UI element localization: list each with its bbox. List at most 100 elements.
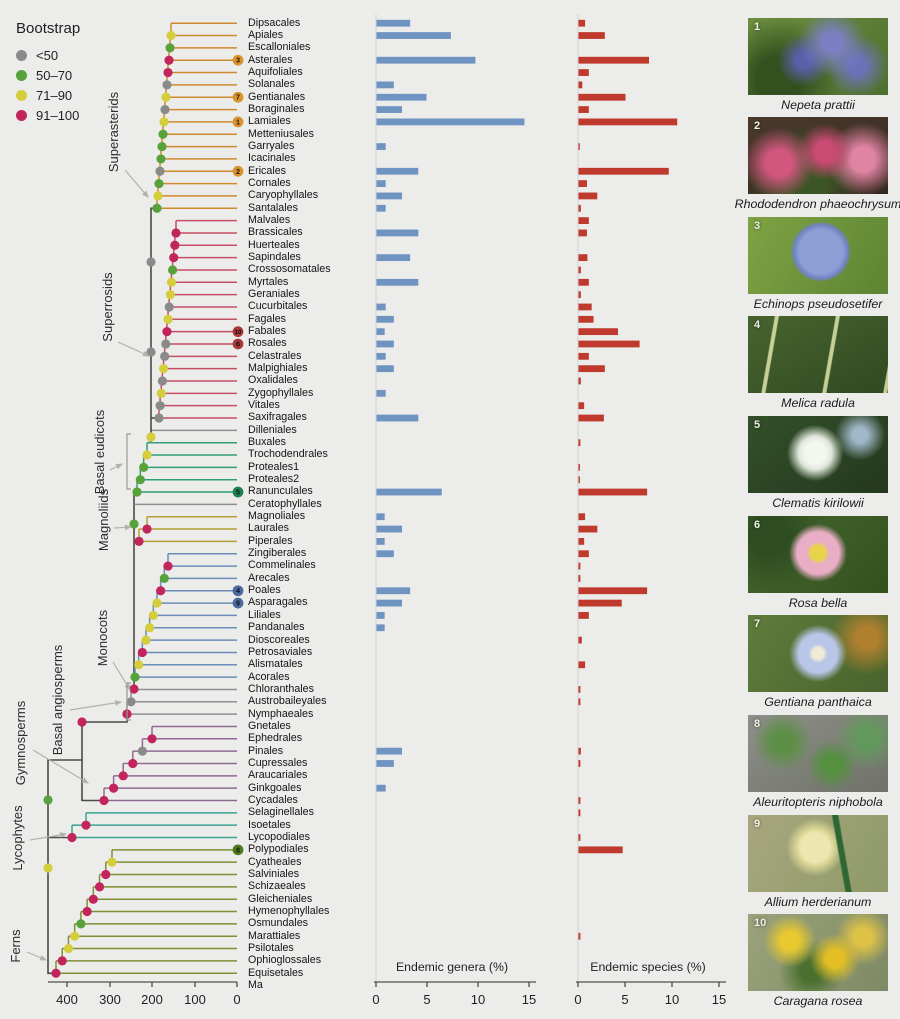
genera-bar-Cucurbitales xyxy=(376,303,386,311)
taxon-label: Oxalidales xyxy=(248,374,298,387)
species-bar-Lamiales xyxy=(578,118,678,126)
species-bar-Lycopodiales xyxy=(578,834,581,841)
bootstrap-node-dot xyxy=(156,154,166,164)
species-bar-Commelinales xyxy=(578,562,581,570)
photo-caption: Rosa bella xyxy=(788,595,848,610)
clade-pointer-arrow xyxy=(113,524,133,531)
species-axis-tick-label: 0 xyxy=(574,992,581,1007)
bootstrap-node-dot xyxy=(43,863,53,873)
clade-label: Lycophytes xyxy=(10,805,25,871)
tree-axis-tick-label: 0 xyxy=(233,992,240,1007)
bootstrap-node-dot xyxy=(157,141,167,152)
taxon-label: Liliales xyxy=(248,608,281,621)
photo-ref-number: 4 xyxy=(236,586,240,595)
bootstrap-node-dot xyxy=(51,968,61,978)
species-bar-Sapindales xyxy=(578,254,588,262)
bootstrap-node-dot xyxy=(94,882,105,892)
bootstrap-node-dot xyxy=(137,746,147,756)
backbone-branch xyxy=(47,759,82,975)
photo-number-badge: 3 xyxy=(754,219,761,232)
species-bar-Magnoliales xyxy=(578,513,586,521)
genera-bar-Brassicales xyxy=(376,229,419,237)
genera-bar-Zygophyllales xyxy=(376,389,386,397)
taxon-label: Gleicheniales xyxy=(248,892,313,905)
legend-item: 91–100 xyxy=(16,105,80,125)
taxon-label: Pandanales xyxy=(248,621,305,634)
clade-label: Basal eudicots xyxy=(92,409,107,494)
bootstrap-node-dot xyxy=(132,487,142,497)
species-bar-Crossosomatales xyxy=(578,266,581,274)
taxon-label: Fagales xyxy=(248,312,287,325)
taxon-label: Celastrales xyxy=(248,349,302,362)
photo-ref-marker xyxy=(232,338,244,350)
photo-allium-herderianum: 9 xyxy=(748,814,888,892)
taxon-label: Ranunculales xyxy=(248,485,313,498)
bootstrap-node-dot xyxy=(57,956,67,966)
photo-ref-marker xyxy=(232,585,244,597)
photo-caption: Gentiana panthaica xyxy=(764,695,872,710)
clade-label: Gymnosperms xyxy=(13,700,28,785)
genera-axis-tick-label: 10 xyxy=(471,992,485,1007)
taxon-label: Proteales2 xyxy=(248,473,300,486)
bootstrap-node-dot xyxy=(162,80,172,90)
legend-item-label: <50 xyxy=(36,47,59,63)
taxon-label: Proteales1 xyxy=(248,460,300,473)
photo-number-badge: 9 xyxy=(754,817,761,830)
bootstrap-node-dot xyxy=(134,536,144,546)
tree-axis-tick-label: 300 xyxy=(99,992,121,1007)
taxon-label: Pinales xyxy=(248,744,284,757)
photo-number-badge: 7 xyxy=(754,618,761,631)
taxon-label: Aquifoliales xyxy=(248,65,303,78)
taxon-label: Rosales xyxy=(248,337,287,350)
photo-ref-marker xyxy=(232,486,244,498)
taxon-label: Zingiberales xyxy=(248,547,307,560)
bootstrap-node-dot xyxy=(128,758,138,769)
taxon-label: Asparagales xyxy=(248,596,308,609)
taxon-label: Sapindales xyxy=(248,251,301,264)
genera-bar-Celastrales xyxy=(376,352,386,360)
genera-bar-Solanales xyxy=(376,81,394,89)
bootstrap-node-dot xyxy=(165,290,175,300)
taxon-label: Cornales xyxy=(248,176,291,189)
legend-dot-icon xyxy=(16,89,27,101)
taxon-label: Metteniusales xyxy=(248,127,314,140)
taxon-label: Gnetales xyxy=(248,719,291,732)
bootstrap-node-dot xyxy=(154,178,164,189)
bootstrap-node-dot xyxy=(153,191,163,201)
taxon-label: Equisetales xyxy=(248,966,304,979)
bootstrap-node-dot xyxy=(135,475,145,485)
bootstrap-node-dot xyxy=(43,795,53,805)
genera-bar-Pinales xyxy=(376,747,402,755)
species-bar-Saxifragales xyxy=(578,414,604,422)
taxon-label: Ginkgoales xyxy=(248,781,302,794)
photo-echinops-pseudosetifer: 3 xyxy=(748,216,888,294)
species-bar-Oxalidales xyxy=(578,377,581,385)
taxon-label: Boraginales xyxy=(248,102,305,115)
bootstrap-node-dot xyxy=(166,30,176,41)
species-bar-Caryophyllales xyxy=(578,192,598,200)
bootstrap-node-dot xyxy=(159,117,169,127)
taxon-label: Trochodendrales xyxy=(248,448,328,461)
genera-bar-Sapindales xyxy=(376,254,411,262)
bootstrap-node-dot xyxy=(158,364,169,374)
photo-ref-number: 1 xyxy=(236,117,240,126)
bootstrap-node-dot xyxy=(165,43,175,53)
clade-label: Superrosids xyxy=(100,272,115,342)
legend-item: <50 xyxy=(16,45,80,65)
genera-bar-Laurales xyxy=(376,525,402,533)
bootstrap-node-dot xyxy=(130,672,140,682)
taxon-label: Polypodiales xyxy=(248,843,309,856)
species-bar-Cupressales xyxy=(578,760,581,767)
species-bar-Proteales2 xyxy=(578,476,580,484)
bootstrap-node-dot xyxy=(164,302,174,312)
photo-ref-number: 3 xyxy=(236,56,240,65)
species-bar-Brassicales xyxy=(578,229,587,237)
taxon-label: Poales xyxy=(248,584,281,597)
photo-caption: Echinops pseudosetifer xyxy=(753,296,883,311)
genera-bar-Rosales xyxy=(376,340,394,348)
photo-ref-number: 7 xyxy=(236,93,240,102)
genera-bar-Malpighiales xyxy=(376,365,394,373)
photo-caption: Caragana rosea xyxy=(773,994,863,1009)
genera-bar-Ginkgoales xyxy=(376,784,386,792)
